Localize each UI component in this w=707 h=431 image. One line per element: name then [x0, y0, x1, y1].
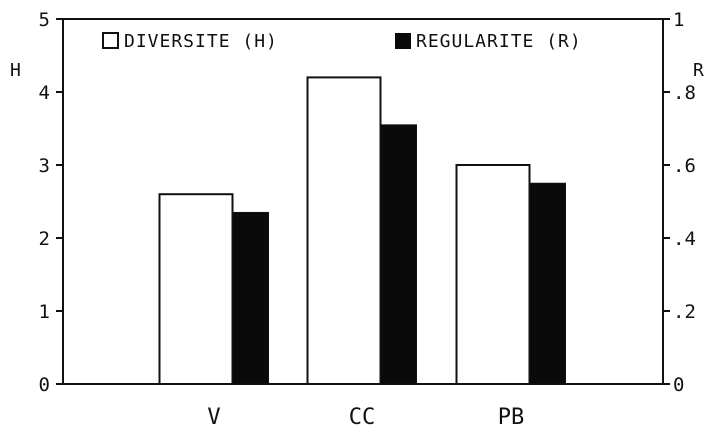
category-label-cc: CC: [349, 405, 376, 430]
left-tick-label: 3: [39, 155, 50, 177]
category-label-v: V: [207, 405, 220, 430]
left-tick-label: 1: [39, 301, 50, 323]
bar-regularite-pb: [529, 182, 566, 385]
right-tick-label: 1: [673, 9, 684, 31]
right-axis: 0 .2 .4 .6 .8 1: [663, 9, 696, 396]
left-axis: 0 1 2 3 4 5: [39, 9, 63, 396]
right-tick-label: .4: [673, 228, 696, 250]
legend-swatch-regularite: [395, 33, 411, 49]
category-labels: V CC PB: [207, 405, 524, 430]
right-tick-label: .6: [673, 155, 696, 177]
category-label-pb: PB: [498, 405, 525, 430]
legend: DIVERSITE (H) REGULARITE (R): [102, 31, 582, 52]
bar-regularite-v: [232, 211, 269, 385]
left-tick-label: 2: [39, 228, 50, 250]
bar-diversite-pb: [455, 164, 531, 385]
bar-regularite-cc: [380, 124, 417, 385]
right-tick-label: .8: [673, 82, 696, 104]
right-tick-label: .2: [673, 301, 696, 323]
legend-swatch-diversite: [102, 32, 119, 49]
right-tick-label: 0: [673, 374, 684, 396]
bars: [158, 76, 566, 386]
left-tick-label: 0: [39, 374, 50, 396]
right-axis-title: R: [693, 60, 704, 81]
bar-diversite-cc: [306, 76, 382, 386]
left-tick-label: 4: [39, 82, 50, 104]
legend-label-diversite: DIVERSITE (H): [124, 31, 278, 52]
left-tick-label: 5: [39, 9, 50, 31]
legend-label-regularite: REGULARITE (R): [416, 31, 582, 52]
bar-diversite-v: [158, 193, 234, 385]
left-axis-title: H: [10, 60, 21, 81]
